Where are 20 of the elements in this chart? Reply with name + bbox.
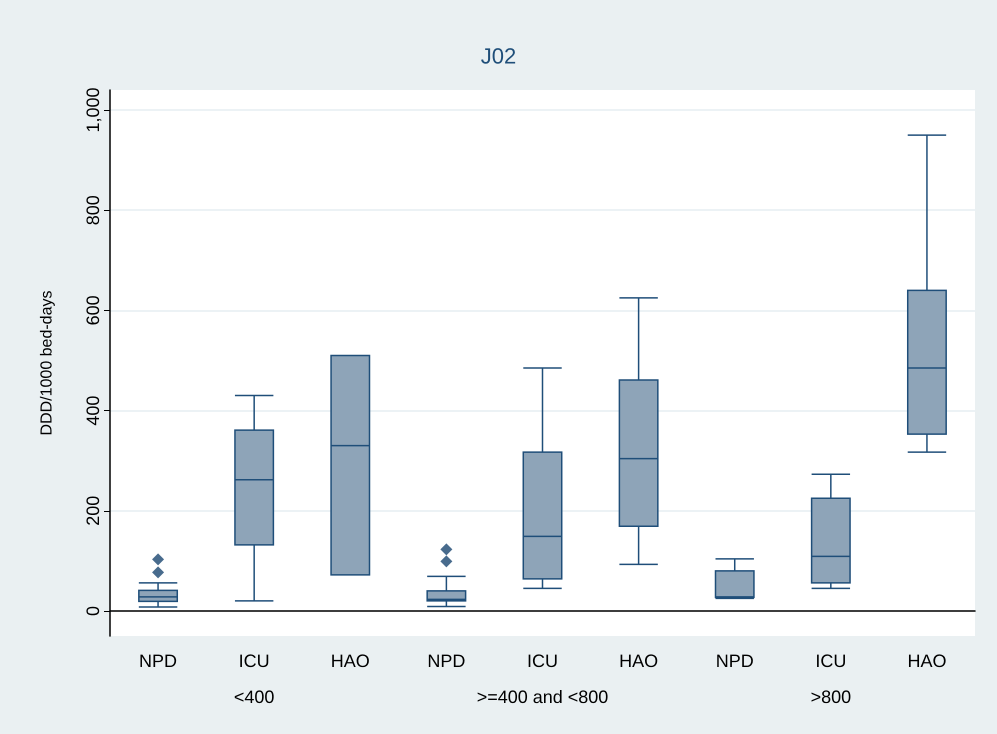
y-axis-title: DDD/1000 bed-days [38, 290, 56, 436]
x-tick-label: NPD [716, 651, 754, 671]
y-tick-label: 800 [83, 195, 103, 226]
text: >800 [810, 687, 852, 707]
x-tick-label: ICU [238, 651, 270, 671]
text: >=400 and <800 [476, 687, 608, 707]
chart-title: J02 [480, 44, 516, 68]
x-tick-label: HAO [907, 651, 946, 671]
y-tick-label: 200 [83, 496, 103, 526]
x-tick-label: HAO [619, 651, 658, 671]
y-tick-label: 600 [83, 295, 103, 326]
y-tick-label: 0 [83, 606, 103, 616]
x-tick-label: ICU [815, 651, 846, 671]
text: <400 [234, 687, 274, 707]
x-tick-label: ICU [527, 651, 558, 671]
x-tick-label: HAO [330, 651, 370, 671]
x-tick-label: NPD [427, 651, 466, 671]
y-tick-label: 400 [83, 396, 103, 426]
x-tick-label: NPD [139, 651, 178, 671]
y-tick-label: 1,000 [83, 88, 103, 133]
